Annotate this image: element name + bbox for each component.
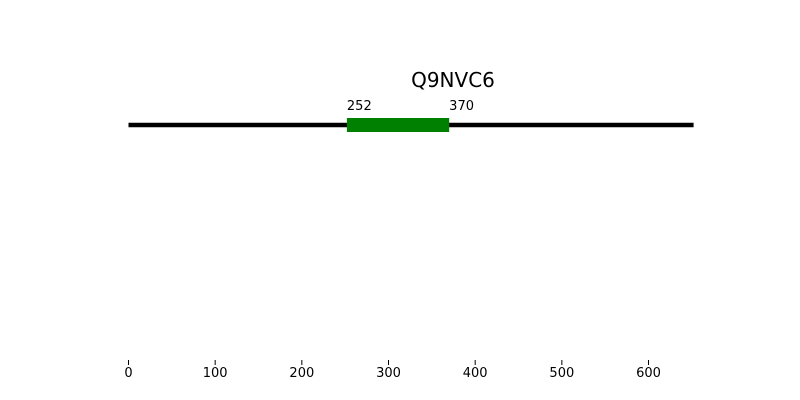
domain-layer: 252 370: [346, 99, 474, 132]
domain-bar: [346, 118, 450, 132]
x-tick-label: 600: [636, 366, 661, 381]
domain-start-label: 252: [347, 99, 372, 114]
x-tick-label: 400: [463, 366, 488, 381]
x-tick-label: 300: [376, 366, 401, 381]
x-tick-label: 0: [124, 366, 132, 381]
domain-end-label: 370: [449, 99, 474, 114]
x-tick-label: 200: [289, 366, 314, 381]
x-tick-label: 500: [549, 366, 574, 381]
x-axis: 0 100 200 300 400 500 600: [124, 360, 661, 381]
x-tick-label: 100: [203, 366, 228, 381]
chart-title: Q9NVC6: [411, 68, 495, 92]
